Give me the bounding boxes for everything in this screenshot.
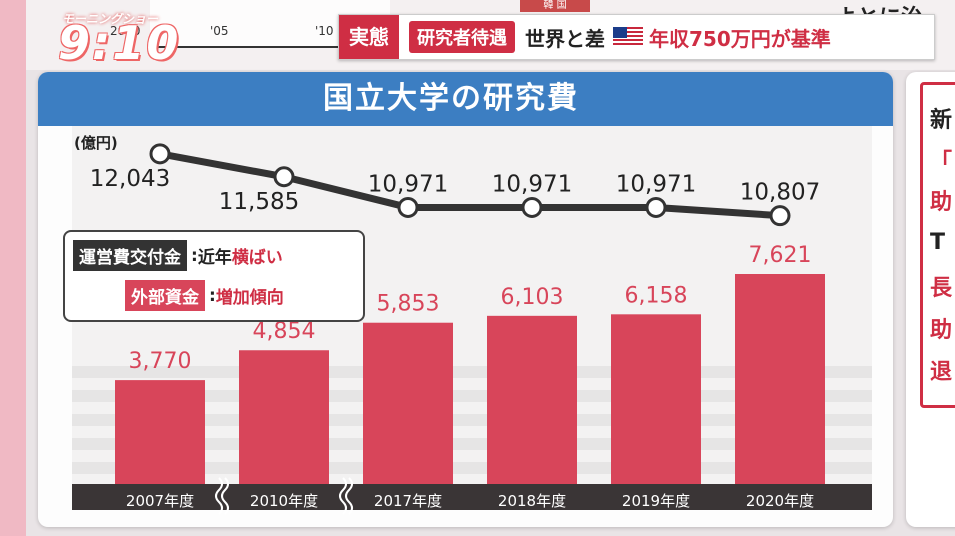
line-point [149,143,171,165]
legend-operating-desc: 近年 [197,248,232,268]
side-card-char: 新 [930,108,953,133]
legend-sep: : [209,285,216,306]
bar-value-label: 4,854 [253,319,316,344]
legend-operating-label: 運営費交付金 [73,240,187,271]
line-point [769,205,791,227]
bar-2010年度 [239,350,329,484]
line-value-label: 10,971 [616,171,696,197]
axis-break-mark [345,477,353,515]
axis-break-mark [339,477,347,515]
left-decor-stripe [0,0,26,536]
chart-area: (億円) 3,770 4,854 5,853 6,103 6,158 7,621 2007年度… [72,126,872,522]
clock-time: 9:10 [58,16,181,70]
x-tick-label: 2017年度 [374,492,442,510]
line-value-label: 10,807 [740,180,820,206]
side-card-char: 退 [930,360,953,385]
bar-value-label: 7,621 [749,243,812,268]
bar-value-label: 6,103 [501,285,564,310]
y-axis-unit: (億円) [74,134,118,152]
legend-operating-emph: 横ばい [231,248,283,268]
bar-2020年度 [735,273,825,484]
side-card-char: 「 [930,150,953,175]
side-card: 新 「 助 T 長 助 退 [906,72,955,527]
headline-text-red: 年収750万円が基準 [649,26,831,51]
panel-title: 国立大学の研究費 [38,72,893,126]
research-funding-chart: (億円) 3,770 4,854 5,853 6,103 6,158 7,621 2007年度… [72,126,872,515]
side-card-char: T [930,230,946,255]
legend-external-label: 外部資金 [125,280,205,311]
program-title: モーニングショー [62,12,159,26]
axis-break-mark [221,477,229,515]
x-axis-band [72,484,872,510]
chart-panel: 国立大学の研究費 (億円) 3,770 4,854 5,853 6,103 6,158 7,… [38,72,893,527]
bar-value-label: 5,853 [377,292,440,317]
side-card-char: 助 [930,190,953,215]
bar-2017年度 [363,322,453,484]
line-point [273,166,295,188]
bar-value-label: 6,158 [625,283,688,308]
side-card-frame [920,82,955,408]
bar-2007年度 [115,380,205,484]
legend-row-external: 外部資金 : 増加傾向 [73,280,284,311]
prev-chart-tick: '05 [210,24,229,38]
headline-text: 世界と差 [525,26,605,51]
program-logo: モーニングショー 9:10 [42,8,182,78]
prev-chart-tick: '10 [315,24,334,38]
line-point [645,196,667,218]
prev-korea-label: 韓 国 [520,0,590,12]
line-point [521,196,543,218]
x-tick-label: 2007年度 [126,492,194,510]
x-tick-label: 2019年度 [622,492,690,510]
headline-tag: 実態 [339,15,399,59]
x-tick-label: 2020年度 [746,492,814,510]
chart-legend: 運営費交付金 : 近年 横ばい 外部資金 : 増加傾向 [63,230,365,322]
operating-grant-line [159,150,781,220]
prev-chart-tick: 2000 [110,24,141,38]
line-value-label: 10,971 [368,171,448,197]
bar-value-label: 3,770 [129,349,192,374]
x-tick-label: 2010年度 [250,492,318,510]
line-value-label: 11,585 [219,189,299,215]
side-card-char: 助 [930,318,953,343]
line-value-label: 10,971 [492,171,572,197]
line-point [397,196,419,218]
headline-topic: 研究者待遇 [409,21,515,53]
bar-2019年度 [611,314,701,484]
x-tick-label: 2018年度 [498,492,566,510]
axis-break-mark [215,477,223,515]
legend-external-desc: 増加傾向 [215,288,284,308]
line-value-label: 12,043 [90,166,170,192]
side-card-char: 長 [930,276,953,301]
news-headline-bar: 実態 研究者待遇 世界と差 年収750万円が基準 [338,14,935,60]
bar-2018年度 [487,315,577,484]
legend-sep: : [191,245,198,266]
us-flag-icon [613,27,643,47]
legend-row-operating: 運営費交付金 : 近年 横ばい [73,240,283,271]
